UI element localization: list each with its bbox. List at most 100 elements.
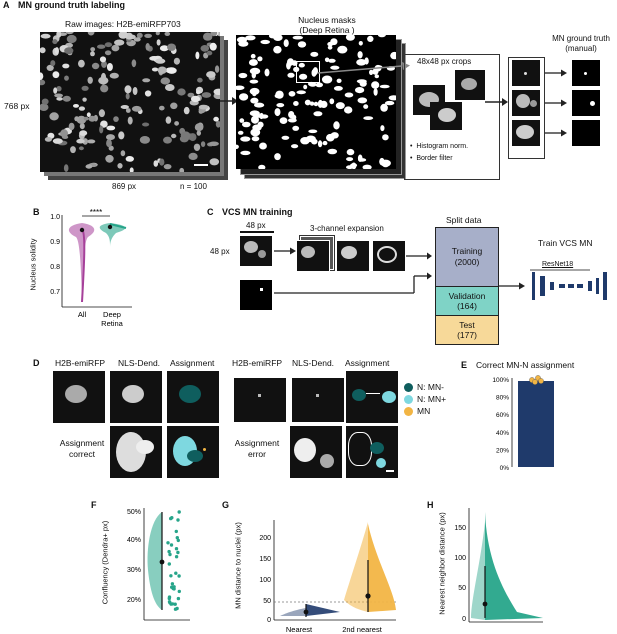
f-points	[166, 510, 181, 611]
f-point	[176, 596, 181, 601]
nucleus	[311, 69, 317, 77]
f-point	[166, 541, 170, 545]
g-xcat-second: 2nd nearest	[342, 625, 383, 634]
f-point	[177, 510, 181, 514]
nucleus	[357, 97, 368, 104]
nucleus	[62, 95, 71, 102]
nucleus	[78, 59, 85, 68]
arrow-to-net	[499, 282, 525, 290]
nucleus	[194, 123, 204, 132]
h-median	[482, 601, 488, 607]
nucleus	[87, 76, 93, 84]
nucleus	[209, 158, 220, 166]
nucleus	[300, 137, 310, 145]
nucleus	[179, 167, 185, 172]
h-half-violin	[471, 522, 485, 620]
nucleus	[153, 160, 159, 167]
nucleus	[298, 62, 305, 68]
nucleus	[209, 42, 217, 51]
gt-output-2	[572, 90, 600, 116]
nucleus	[151, 67, 159, 72]
nucleus	[145, 43, 150, 51]
legend-label-mn: MN	[417, 406, 431, 416]
nucleus	[288, 111, 295, 119]
nucleus	[374, 74, 379, 79]
nucleus	[90, 47, 96, 52]
e-ytick-3: 60%	[496, 412, 509, 419]
nucleus	[322, 140, 328, 146]
gt-title: MN ground truth	[552, 34, 610, 43]
nucleus	[363, 104, 369, 109]
c-input-bottom	[240, 280, 272, 310]
training-n: (2000)	[454, 257, 480, 267]
nucleus	[208, 141, 219, 147]
nucleus	[358, 41, 363, 46]
g-xcat-nearest: Nearest	[286, 625, 313, 634]
nucleus	[164, 32, 171, 36]
nucleus	[87, 139, 96, 144]
nucleus	[113, 116, 119, 122]
nucleus	[373, 88, 378, 96]
f-ytick-1: 50%	[127, 509, 141, 516]
nucleus	[268, 35, 277, 39]
nucleus	[382, 134, 389, 141]
f-point	[170, 516, 174, 520]
f-point	[174, 571, 178, 575]
c-arrows	[274, 247, 432, 294]
nucleus	[49, 112, 59, 121]
median-deep	[107, 224, 113, 230]
nucleus	[180, 131, 191, 140]
legend-label-mn-pos: N: MN+	[417, 394, 447, 404]
nucleus	[251, 115, 259, 124]
d-correct-assign-zoom	[167, 426, 219, 478]
nucleus	[287, 58, 294, 66]
nucleus	[52, 138, 63, 144]
nucleus	[183, 106, 190, 115]
legend-dot-mn-neg	[404, 383, 413, 392]
nucleus	[206, 50, 213, 56]
violin-all	[68, 223, 95, 302]
f-ytick-3: 30%	[127, 567, 141, 574]
crop-tile-3	[430, 102, 462, 130]
nucleus	[329, 98, 335, 105]
panel-e-letter: E	[461, 360, 468, 370]
nucleus	[99, 56, 107, 63]
nucleus	[106, 134, 115, 141]
nucleus	[100, 84, 109, 93]
nucleus	[76, 115, 87, 124]
nucleus	[357, 51, 363, 59]
nucleus	[328, 58, 336, 63]
nucleus	[104, 50, 112, 56]
nucleus	[357, 154, 363, 162]
f-point	[177, 574, 181, 578]
nucleus	[313, 101, 319, 107]
f-point	[170, 582, 175, 586]
nucleus	[106, 63, 113, 71]
nucleus	[308, 129, 318, 134]
mask-nuclei-field	[236, 35, 396, 169]
nucleus	[40, 33, 51, 39]
panel-b-ylabel: Nucleus solidity	[28, 238, 38, 291]
nucleus	[274, 153, 281, 161]
nucleus	[321, 75, 333, 84]
g-median-second	[365, 593, 371, 599]
scale-bar	[194, 164, 208, 166]
f-point	[167, 562, 171, 566]
f-point	[167, 596, 171, 601]
nucleus	[257, 56, 263, 62]
nucleus	[297, 41, 307, 48]
nucleus	[163, 136, 172, 144]
bullet-2-text: Border filter	[416, 155, 453, 162]
crop-box	[296, 61, 320, 83]
f-point	[175, 536, 179, 540]
validation-label: Validation	[448, 291, 486, 301]
nucleus	[131, 59, 137, 68]
g-violin-nearest	[280, 608, 306, 616]
training-box: Training (2000)	[435, 227, 499, 287]
d-error-h2b	[234, 378, 286, 422]
nucleus	[367, 35, 374, 42]
nucleus	[236, 85, 245, 91]
nucleus	[355, 87, 365, 94]
panel-c-letter: C	[207, 207, 214, 217]
nucleus	[86, 112, 91, 117]
